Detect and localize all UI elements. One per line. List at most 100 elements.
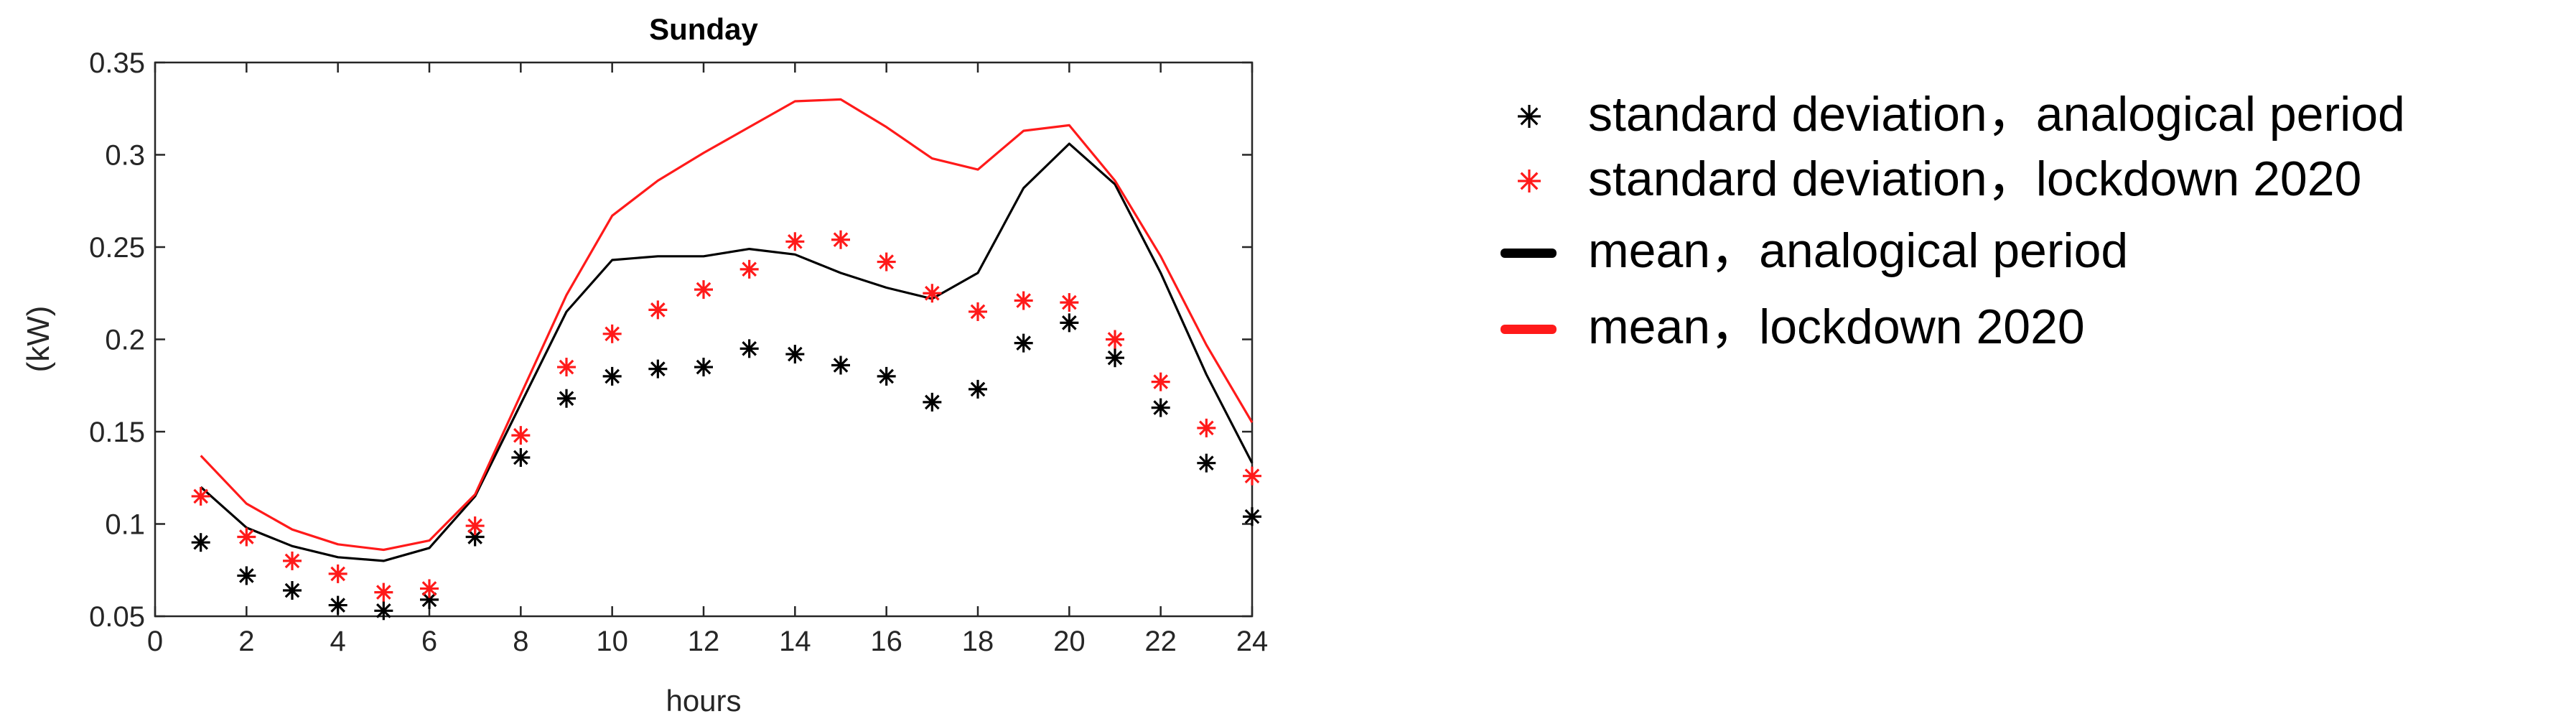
data-point [283, 581, 302, 600]
asterisk-stroke [284, 553, 300, 569]
asterisk-stroke [559, 359, 574, 375]
data-point [785, 345, 805, 364]
asterisk-stroke [970, 304, 986, 320]
data-point [969, 379, 987, 399]
asterisk-stroke [1062, 294, 1077, 310]
data-point [374, 601, 393, 621]
data-point [557, 389, 576, 408]
data-point [923, 284, 942, 303]
data-point [739, 339, 759, 358]
legend-line-swatch [1501, 249, 1557, 258]
asterisk-stroke [559, 391, 574, 407]
data-point [191, 486, 210, 506]
asterisk-stroke [970, 381, 986, 397]
legend: standard deviation，analogical period stan… [1501, 87, 2405, 354]
data-point [694, 358, 713, 377]
asterisk-stroke [879, 368, 894, 384]
asterisk-stroke [1107, 350, 1123, 366]
asterisk-stroke [742, 261, 757, 277]
data-point [420, 590, 439, 609]
asterisk-stroke [742, 341, 757, 356]
y-axis: 0.05 0.1 0.15 0.2 0.25 0.3 0.35 [89, 47, 1252, 633]
legend-entry-label: mean，analogical period [1588, 223, 2128, 278]
asterisk-stroke [879, 254, 894, 269]
y-tick-label: 0.35 [89, 47, 145, 79]
asterisk-stroke [1062, 315, 1077, 330]
legend-entry-label: mean，lockdown 2020 [1588, 300, 2085, 354]
data-point [1106, 348, 1124, 368]
data-point [1151, 398, 1170, 417]
data-point [1243, 466, 1261, 486]
asterisk-stroke [376, 603, 391, 618]
asterisk-stroke [605, 368, 620, 384]
y-tick-label: 0.2 [105, 325, 145, 356]
data-point [283, 551, 302, 570]
x-axis: 0 2 4 6 8 10 12 14 16 18 20 22 24 [147, 62, 1268, 657]
x-tick-label: 18 [962, 626, 994, 657]
legend-marker [1518, 105, 1541, 128]
data-point [511, 447, 531, 467]
data-point [1197, 453, 1216, 473]
data-point [1014, 333, 1033, 353]
asterisk-stroke [1153, 400, 1168, 415]
data-point [328, 564, 347, 583]
asterisk-stroke [193, 488, 208, 504]
data-point [1060, 313, 1079, 333]
asterisk-stroke [833, 232, 849, 248]
data-point [831, 356, 850, 375]
data-point [877, 366, 896, 386]
asterisk-stroke [239, 568, 254, 583]
data-point [1243, 507, 1261, 526]
y-tick-label: 0.1 [105, 509, 145, 541]
x-tick-label: 22 [1144, 626, 1177, 657]
asterisk-stroke [696, 282, 711, 297]
data-point [739, 259, 759, 279]
asterisk-stroke [650, 302, 666, 317]
data-point [1060, 293, 1079, 312]
data-point [923, 392, 942, 412]
y-tick-label: 0.3 [105, 140, 145, 172]
asterisk-stroke [239, 529, 254, 544]
legend-line-swatch [1501, 325, 1557, 334]
x-tick-label: 6 [421, 626, 437, 657]
x-tick-label: 0 [147, 626, 163, 657]
y-tick-label: 0.15 [89, 417, 145, 448]
data-point [237, 566, 256, 585]
x-tick-label: 10 [596, 626, 628, 657]
legend-entry-label: standard deviation，analogical period [1588, 87, 2405, 141]
legend-marker [1518, 170, 1541, 192]
asterisk-stroke [1244, 509, 1260, 524]
data-point [237, 527, 256, 547]
data-point [1151, 372, 1170, 391]
x-tick-label: 4 [330, 626, 346, 657]
y-tick-label: 0.25 [89, 232, 145, 264]
x-tick-label: 14 [779, 626, 811, 657]
x-tick-label: 20 [1053, 626, 1086, 657]
asterisk-stroke [833, 358, 849, 373]
asterisk-stroke [1520, 107, 1539, 126]
data-point [511, 426, 531, 445]
data-point [602, 324, 622, 343]
asterisk-stroke [788, 233, 803, 249]
asterisk-stroke [1016, 293, 1031, 308]
plot-series [191, 98, 1261, 621]
asterisk-stroke [650, 361, 666, 376]
data-point [1197, 418, 1216, 437]
x-tick-label: 8 [513, 626, 528, 657]
data-point [465, 516, 485, 536]
asterisk-stroke [1199, 420, 1214, 436]
asterisk-stroke [925, 285, 940, 301]
data-point [648, 359, 668, 379]
asterisk-stroke [1520, 172, 1539, 190]
data-point [648, 300, 668, 320]
y-axis-label: (kW) [21, 306, 56, 373]
asterisk-stroke [376, 585, 391, 600]
asterisk-stroke [605, 326, 620, 342]
data-point [557, 358, 576, 377]
data-point [877, 252, 896, 272]
chart-title: Sunday [649, 12, 758, 46]
asterisk-stroke [1153, 374, 1168, 389]
data-point [328, 595, 347, 615]
data-point [1014, 291, 1033, 310]
asterisk-stroke [330, 566, 345, 582]
